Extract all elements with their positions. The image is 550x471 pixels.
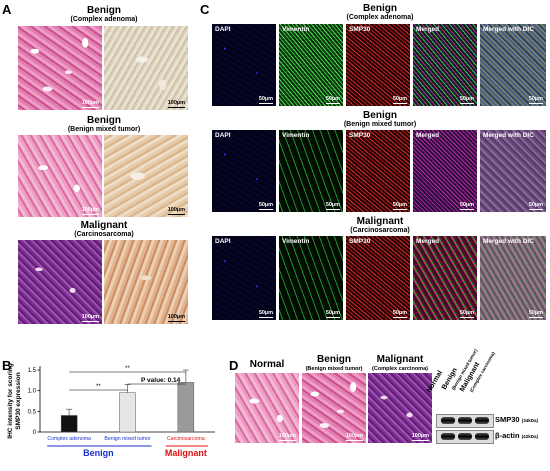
panel-c-row1-subtitle: (Complex adenoma): [346, 14, 414, 21]
panel-b-chart: IHC intensity for scoring SMP30 expressio…: [7, 363, 215, 458]
if-merged-dic-r3: Merged with DIC 50µm: [480, 236, 546, 320]
if-vimentin-r2: Vimentin 50µm: [279, 130, 343, 212]
he-image-benign-mixed: 100µm: [302, 373, 366, 443]
if-merged-dic-r1: Merged with DIC 50µm: [480, 24, 546, 106]
if-dapi-r3: DAPI 50µm: [212, 236, 276, 320]
blot-label-smp30: SMP30 (34kDa): [495, 415, 538, 424]
if-dapi-r2: DAPI 50µm: [212, 130, 276, 212]
if-vimentin-r3: Vimentin 50µm: [279, 236, 343, 320]
panel-c-row1-title: Benign: [363, 3, 397, 14]
band: [441, 417, 455, 424]
scale-bar: 100µm: [167, 314, 185, 322]
y-tick-label: 1.0: [28, 389, 37, 395]
group-label-malignant: Malignant: [165, 448, 207, 458]
x-tick-label: Benign mixed tumor: [104, 436, 150, 442]
band: [475, 417, 489, 424]
y-axis-label-2: SMP30 expression: [15, 372, 22, 429]
panel-d-benign-title: Benign: [317, 354, 351, 365]
panel-c-row2-subtitle: (Benign mixed tumor): [343, 121, 417, 128]
scale-bar: 100µm: [81, 314, 99, 322]
y-tick-label: 1.5: [28, 368, 37, 374]
if-merged-r3: Merged 50µm: [413, 236, 477, 320]
scale-bar: 100µm: [81, 100, 99, 108]
bar-1: [119, 392, 136, 433]
panel-d-malignant-subtitle: (Complex carcinoma): [372, 366, 428, 372]
if-smp30-r1: SMP30 50µm: [346, 24, 410, 106]
panel-a-row2-title: Benign: [87, 115, 121, 126]
y-tick-label: 0.5: [28, 409, 37, 415]
pvalue-label: P value: 0.14: [141, 377, 181, 384]
panel-a-letter: A: [2, 2, 12, 17]
he-image-normal: 100µm: [235, 373, 299, 443]
panel-a-row2-subtitle: (Benign mixed tumor): [67, 126, 141, 133]
x-tick-label: Carcinosarcoma: [167, 436, 205, 442]
panel-c-row3-subtitle: (Carcinosarcoma): [350, 227, 410, 234]
sig-star-1: **: [96, 384, 101, 390]
if-dapi-r1: DAPI 50µm: [212, 24, 276, 106]
band: [475, 433, 489, 440]
panel-c-letter: C: [200, 2, 210, 17]
bar-0: [60, 415, 78, 433]
panel-a-row1-subtitle: (Complex adenoma): [70, 16, 138, 23]
y-tick-label: 0: [33, 430, 37, 436]
he-image-benign-mixed-tumor: 100µm: [18, 135, 102, 217]
band: [441, 433, 455, 440]
panel-a-row3-title: Malignant: [80, 220, 128, 231]
panel-c-row3-title: Malignant: [356, 216, 404, 227]
panel-a-row1-title: Benign: [87, 5, 121, 16]
if-smp30-r2: SMP30 50µm: [346, 130, 410, 212]
band: [458, 433, 472, 440]
scale-bar: 100µm: [167, 207, 185, 215]
panel-c-row2-title: Benign: [363, 110, 397, 121]
if-merged-dic-r2: Merged with DIC 50µm: [480, 130, 546, 212]
ihc-image-complex-adenoma: 100µm: [104, 26, 188, 110]
blot-smp30-strip: [436, 414, 494, 428]
if-merged-r1: Merged 50µm: [413, 24, 477, 106]
group-label-benign: Benign: [83, 448, 114, 458]
band: [458, 417, 472, 424]
sig-star-2: **: [125, 366, 130, 372]
panel-d-letter: D: [229, 358, 239, 373]
he-image-complex-carcinoma: 100µm: [368, 373, 432, 443]
scale-bar: 100µm: [167, 100, 185, 108]
bar-2: [177, 382, 195, 433]
if-merged-r2: Merged 50µm: [413, 130, 477, 212]
blot-label-actin: β-actin (42kDa): [495, 431, 538, 440]
panel-d-malignant-title: Malignant: [376, 354, 424, 365]
panel-d-benign-subtitle: (Benign mixed tumor): [305, 366, 363, 372]
panel-d-normal-title: Normal: [249, 359, 285, 370]
he-image-complex-adenoma: 100µm: [18, 26, 102, 110]
x-tick-label: Complex adenoma: [47, 436, 91, 442]
y-axis-label-1: IHC intensity for scoring: [7, 363, 14, 439]
panel-b-letter: B: [2, 358, 12, 373]
ihc-image-benign-mixed-tumor: 100µm: [104, 135, 188, 217]
ihc-image-carcinosarcoma: 100µm: [104, 240, 188, 324]
panel-a-row3-subtitle: (Carcinosarcoma): [74, 231, 134, 238]
if-vimentin-r1: Vimentin 50µm: [279, 24, 343, 106]
blot-actin-strip: [436, 430, 494, 444]
if-smp30-r3: SMP30 50µm: [346, 236, 410, 320]
scale-bar: 100µm: [81, 207, 99, 215]
he-image-carcinosarcoma: 100µm: [18, 240, 102, 324]
